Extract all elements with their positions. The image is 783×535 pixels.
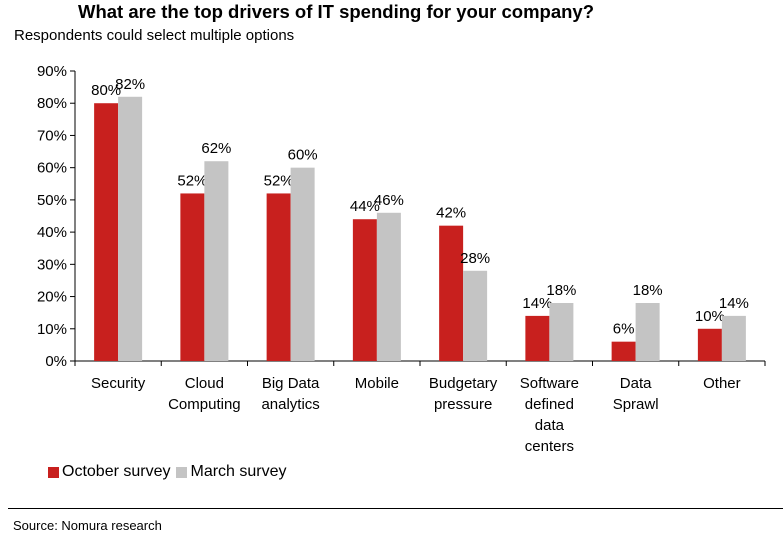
- bar-chart: 0%10%20%30%40%50%60%70%80%90%80%82%Secur…: [37, 63, 766, 455]
- y-tick-label: 90%: [37, 63, 67, 80]
- y-tick-label: 70%: [37, 127, 67, 144]
- legend-label-march: March survey: [190, 463, 287, 480]
- y-tick-label: 60%: [37, 160, 67, 177]
- x-category-label: Sprawl: [613, 396, 659, 413]
- legend-swatch-march: [176, 466, 188, 478]
- x-category-label: Software: [520, 375, 579, 392]
- x-category-label: Computing: [168, 396, 241, 413]
- legend-item-march: March survey: [176, 463, 287, 481]
- data-label-october: 52%: [177, 172, 207, 189]
- x-category-label: pressure: [434, 396, 492, 413]
- data-label-october: 42%: [436, 205, 466, 222]
- y-tick-label: 10%: [37, 321, 67, 338]
- bar-march: [376, 212, 401, 361]
- y-tick-label: 80%: [37, 95, 67, 112]
- bar-march: [549, 303, 574, 361]
- data-label-october: 44%: [350, 198, 380, 215]
- x-category-label: Security: [91, 375, 146, 392]
- legend-item-october: October survey: [48, 463, 170, 481]
- y-tick-label: 20%: [37, 289, 67, 306]
- bar-march: [463, 270, 488, 361]
- x-category-label: analytics: [261, 396, 319, 413]
- data-label-march: 60%: [288, 147, 318, 164]
- source-divider: [8, 508, 783, 509]
- bar-october: [439, 225, 464, 361]
- legend-label-october: October survey: [62, 463, 171, 480]
- x-category-label: defined: [525, 396, 574, 413]
- x-category-label: centers: [525, 438, 574, 455]
- data-label-october: 14%: [522, 295, 552, 312]
- bar-october: [94, 103, 119, 361]
- x-category-label: Data: [620, 375, 652, 392]
- bar-march: [204, 161, 229, 361]
- data-label-march: 14%: [719, 295, 749, 312]
- x-category-label: Budgetary: [429, 375, 498, 392]
- legend: October survey March survey: [48, 463, 293, 481]
- source-note: Source: Nomura research: [13, 518, 162, 533]
- data-label-march: 18%: [633, 282, 663, 299]
- bar-march: [290, 167, 315, 361]
- bar-march: [635, 303, 660, 361]
- y-tick-label: 0%: [45, 353, 67, 370]
- data-label-october: 10%: [695, 308, 725, 325]
- data-label-october: 52%: [264, 172, 294, 189]
- legend-swatch-october: [48, 466, 59, 478]
- data-label-october: 6%: [613, 321, 635, 338]
- x-category-label: Cloud: [185, 375, 224, 392]
- bar-october: [525, 315, 550, 361]
- bar-october: [266, 193, 291, 361]
- data-label-october: 80%: [91, 82, 121, 99]
- bar-october: [611, 341, 636, 361]
- x-category-label: Other: [703, 375, 741, 392]
- chart-title: What are the top drivers of IT spending …: [78, 1, 594, 22]
- y-tick-label: 30%: [37, 256, 67, 273]
- bar-october: [697, 328, 722, 361]
- data-label-march: 82%: [115, 76, 145, 93]
- bar-march: [721, 315, 746, 361]
- bar-october: [180, 193, 205, 361]
- data-label-march: 62%: [201, 140, 231, 157]
- x-category-label: Mobile: [355, 375, 399, 392]
- y-tick-label: 50%: [37, 192, 67, 209]
- data-label-march: 46%: [374, 192, 404, 209]
- x-category-label: Big Data: [262, 375, 320, 392]
- x-category-label: data: [535, 417, 565, 434]
- y-tick-label: 40%: [37, 224, 67, 241]
- bar-march: [118, 96, 143, 362]
- bar-october: [352, 219, 377, 361]
- data-label-march: 28%: [460, 250, 490, 267]
- data-label-march: 18%: [546, 282, 576, 299]
- chart-subtitle: Respondents could select multiple option…: [14, 27, 295, 44]
